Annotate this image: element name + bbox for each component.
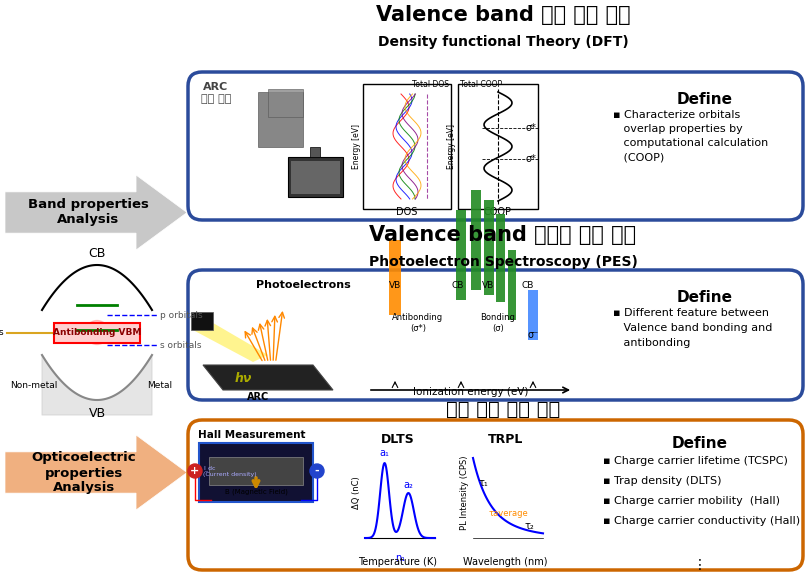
- Text: Temperature (K): Temperature (K): [358, 557, 436, 567]
- Text: TRPL: TRPL: [487, 433, 522, 446]
- Text: Define: Define: [676, 92, 732, 107]
- Text: τ₁: τ₁: [478, 478, 487, 488]
- Text: Hall Measurement: Hall Measurement: [198, 430, 305, 440]
- Polygon shape: [42, 355, 152, 415]
- Text: Photoelectrons: Photoelectrons: [255, 280, 350, 290]
- Text: ΔQ (nC): ΔQ (nC): [351, 477, 361, 509]
- Text: ▪ Different feature between: ▪ Different feature between: [612, 308, 768, 318]
- Text: ▪ Charge carrier conductivity (Hall): ▪ Charge carrier conductivity (Hall): [603, 516, 799, 526]
- Text: DOS: DOS: [396, 207, 417, 217]
- Text: DLTS: DLTS: [380, 433, 414, 446]
- Text: Total COOP: Total COOP: [460, 80, 501, 89]
- Text: +: +: [190, 466, 200, 476]
- Bar: [470, 190, 480, 290]
- Text: CB: CB: [521, 281, 534, 290]
- Text: Wavelength (nm): Wavelength (nm): [463, 557, 547, 567]
- Text: Energy [eV]: Energy [eV]: [351, 124, 361, 169]
- Circle shape: [85, 321, 109, 345]
- Text: CB: CB: [88, 247, 105, 260]
- Text: Bonding
(σ): Bonding (σ): [480, 313, 515, 333]
- Text: ⋮: ⋮: [693, 558, 706, 572]
- Text: τ₂: τ₂: [523, 521, 533, 531]
- Circle shape: [310, 464, 324, 478]
- Text: -: -: [315, 466, 319, 476]
- Circle shape: [188, 464, 202, 478]
- Text: a₂: a₂: [403, 480, 413, 490]
- Text: PL Intensity (CPS): PL Intensity (CPS): [460, 456, 469, 530]
- Text: 합성 소재 물성 분석: 합성 소재 물성 분석: [445, 400, 560, 419]
- Text: Energy [eV]: Energy [eV]: [446, 124, 456, 169]
- Bar: [310, 147, 320, 157]
- Polygon shape: [193, 320, 268, 362]
- Text: Band properties
Analysis: Band properties Analysis: [28, 198, 148, 226]
- FancyBboxPatch shape: [54, 322, 139, 343]
- Text: COOP: COOP: [483, 207, 512, 217]
- Text: p orbitals: p orbitals: [160, 310, 203, 320]
- Text: σ*: σ*: [525, 154, 535, 164]
- Text: hν: hν: [234, 372, 251, 385]
- Text: Define: Define: [672, 436, 727, 451]
- Text: Antibonding
(σ*): Antibonding (σ*): [392, 313, 443, 333]
- Bar: [457, 84, 538, 209]
- Text: ▪ Trap density (DLTS): ▪ Trap density (DLTS): [603, 476, 721, 486]
- Text: Valence band 반결합 상태 확인: Valence band 반결합 상태 확인: [369, 225, 636, 245]
- Text: n₁: n₁: [394, 553, 405, 563]
- Bar: [456, 210, 466, 300]
- Bar: [290, 161, 340, 194]
- Text: Antibonding VBM: Antibonding VBM: [53, 328, 141, 337]
- Text: Metal: Metal: [148, 380, 173, 390]
- Text: Non-metal: Non-metal: [11, 380, 58, 390]
- Bar: [483, 200, 493, 295]
- Text: ▪ Charge carrier lifetime (TCSPC): ▪ Charge carrier lifetime (TCSPC): [603, 456, 787, 466]
- FancyBboxPatch shape: [188, 420, 802, 570]
- Polygon shape: [5, 435, 187, 510]
- Text: Valence band bonding and: Valence band bonding and: [612, 323, 771, 333]
- Bar: [191, 312, 212, 330]
- Text: Opticoelectric
properties
Analysis: Opticoelectric properties Analysis: [32, 451, 136, 495]
- Bar: [496, 214, 505, 302]
- Bar: [258, 92, 303, 147]
- Text: VB: VB: [88, 407, 105, 420]
- Text: ARC
후보 소재: ARC 후보 소재: [200, 82, 231, 104]
- Text: τaverage: τaverage: [487, 509, 527, 517]
- Text: Define: Define: [676, 290, 732, 305]
- Text: ▪ Characterize orbitals: ▪ Characterize orbitals: [612, 110, 740, 120]
- Bar: [288, 157, 342, 197]
- Text: Total DOS: Total DOS: [411, 80, 448, 89]
- FancyBboxPatch shape: [188, 72, 802, 220]
- Text: a₁: a₁: [380, 448, 389, 458]
- Text: VB: VB: [388, 281, 401, 290]
- Text: Ionization energy (eV): Ionization energy (eV): [412, 387, 527, 397]
- Text: I_dc
(Current density): I_dc (Current density): [203, 465, 256, 477]
- Text: Photoelectron Spectroscopy (PES): Photoelectron Spectroscopy (PES): [368, 255, 637, 269]
- FancyBboxPatch shape: [199, 443, 312, 502]
- Polygon shape: [5, 175, 187, 250]
- Text: Density functional Theory (DFT): Density functional Theory (DFT): [377, 35, 628, 49]
- Bar: [527, 290, 538, 340]
- Text: s orbitals: s orbitals: [160, 340, 201, 350]
- Text: antibonding: antibonding: [612, 338, 689, 348]
- Polygon shape: [208, 457, 303, 485]
- Bar: [363, 84, 450, 209]
- Bar: [508, 250, 515, 320]
- Bar: [268, 89, 303, 117]
- Text: CB: CB: [451, 281, 464, 290]
- Text: B (Magnetic Field): B (Magnetic Field): [225, 488, 287, 495]
- Text: Valence band 결합 특성 계산: Valence band 결합 특성 계산: [375, 5, 629, 25]
- Bar: [388, 240, 401, 315]
- Text: p orbitals: p orbitals: [0, 328, 4, 337]
- Text: computational calculation: computational calculation: [612, 138, 767, 148]
- Text: (COOP): (COOP): [612, 152, 663, 162]
- Text: overlap properties by: overlap properties by: [612, 124, 742, 134]
- Polygon shape: [203, 365, 333, 390]
- Text: σ⁻: σ⁻: [526, 330, 538, 340]
- Text: σ*: σ*: [525, 123, 535, 133]
- Text: VB: VB: [481, 281, 494, 290]
- Text: ARC: ARC: [247, 392, 268, 402]
- FancyBboxPatch shape: [188, 270, 802, 400]
- Text: ▪ Charge carrier mobility  (Hall): ▪ Charge carrier mobility (Hall): [603, 496, 779, 506]
